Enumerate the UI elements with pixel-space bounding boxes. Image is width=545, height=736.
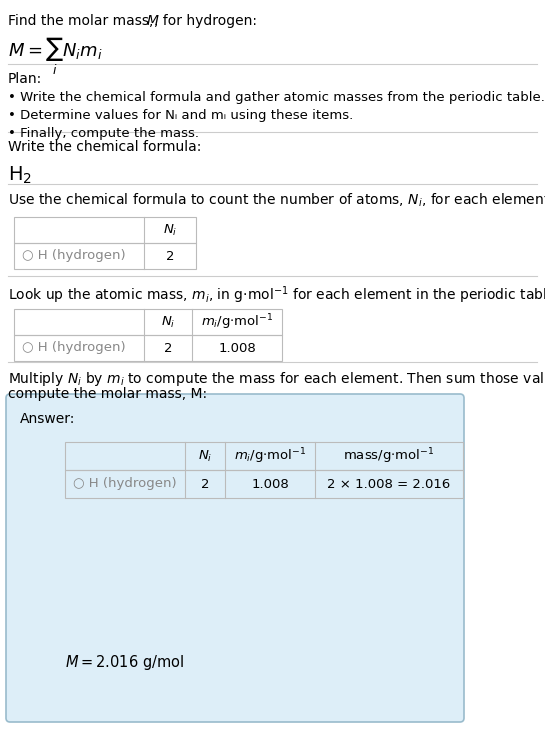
Text: $m_i$/g$\cdot$mol$^{-1}$: $m_i$/g$\cdot$mol$^{-1}$: [201, 312, 273, 332]
Text: $N_i$: $N_i$: [163, 222, 177, 238]
Text: 1.008: 1.008: [218, 342, 256, 355]
Text: • Finally, compute the mass.: • Finally, compute the mass.: [8, 127, 199, 140]
Bar: [65, 470, 463, 498]
Text: 2: 2: [164, 342, 172, 355]
Text: Answer:: Answer:: [20, 412, 75, 426]
Text: mass/g$\cdot$mol$^{-1}$: mass/g$\cdot$mol$^{-1}$: [343, 446, 435, 466]
Text: $M = 2.016$ g/mol: $M = 2.016$ g/mol: [65, 653, 184, 672]
Text: • Write the chemical formula and gather atomic masses from the periodic table.: • Write the chemical formula and gather …: [8, 91, 545, 104]
Text: ○ H (hydrogen): ○ H (hydrogen): [22, 342, 126, 355]
Text: , for hydrogen:: , for hydrogen:: [154, 14, 257, 28]
Text: $M = \sum_i N_i m_i$: $M = \sum_i N_i m_i$: [8, 36, 102, 77]
Text: 2: 2: [166, 250, 174, 263]
Text: Look up the atomic mass, $m_i$, in g$\cdot$mol$^{-1}$ for each element in the pe: Look up the atomic mass, $m_i$, in g$\cd…: [8, 284, 545, 305]
Text: Multiply $N_i$ by $m_i$ to compute the mass for each element. Then sum those val: Multiply $N_i$ by $m_i$ to compute the m…: [8, 370, 545, 388]
Text: 2 × 1.008 = 2.016: 2 × 1.008 = 2.016: [328, 478, 451, 490]
Text: Plan:: Plan:: [8, 72, 43, 86]
Text: Find the molar mass,: Find the molar mass,: [8, 14, 158, 28]
Text: M: M: [147, 14, 159, 28]
Text: ○ H (hydrogen): ○ H (hydrogen): [73, 478, 177, 490]
Text: 2: 2: [201, 478, 209, 490]
Text: Write the chemical formula:: Write the chemical formula:: [8, 140, 201, 154]
Text: $\mathrm{H}_2$: $\mathrm{H}_2$: [8, 165, 32, 186]
Text: 1.008: 1.008: [251, 478, 289, 490]
Bar: [65, 442, 463, 470]
Bar: [14, 243, 196, 269]
Bar: [14, 217, 196, 243]
Text: ○ H (hydrogen): ○ H (hydrogen): [22, 250, 126, 263]
Bar: [14, 309, 282, 335]
Text: $m_i$/g$\cdot$mol$^{-1}$: $m_i$/g$\cdot$mol$^{-1}$: [234, 446, 306, 466]
Text: $N_i$: $N_i$: [161, 314, 175, 330]
FancyBboxPatch shape: [6, 394, 464, 722]
Text: compute the molar mass, M:: compute the molar mass, M:: [8, 387, 207, 401]
Text: Use the chemical formula to count the number of atoms, $N_i$, for each element:: Use the chemical formula to count the nu…: [8, 192, 545, 210]
Bar: [14, 335, 282, 361]
Text: $N_i$: $N_i$: [198, 448, 212, 464]
Text: • Determine values for Nᵢ and mᵢ using these items.: • Determine values for Nᵢ and mᵢ using t…: [8, 109, 353, 122]
